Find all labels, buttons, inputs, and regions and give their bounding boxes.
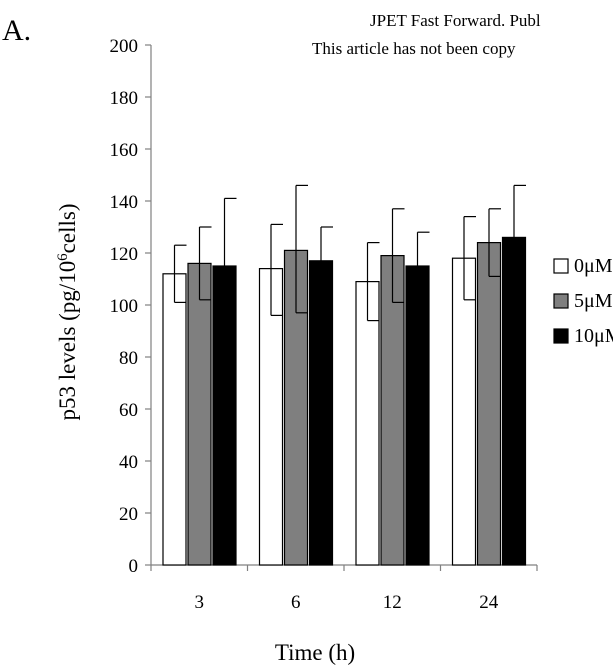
y-tick-label: 200	[110, 36, 139, 57]
bar	[476, 242, 502, 566]
y-tick-label: 0	[129, 556, 139, 577]
y-tick-label: 100	[110, 296, 139, 317]
x-axis: 3 6 12 24	[150, 564, 538, 613]
y-axis-title: p53 levels (pg/106cells)	[55, 203, 80, 420]
y-tick-label: 120	[110, 244, 139, 265]
header-line-2: This article has not been copy	[312, 39, 516, 58]
x-tick-label: 3	[195, 592, 205, 613]
legend-label: 0μM	[574, 255, 613, 277]
y-tick-label: 20	[119, 504, 138, 525]
y-tick-label: 40	[119, 452, 138, 473]
bar	[355, 281, 380, 566]
legend-swatch	[553, 293, 569, 309]
bar	[405, 265, 430, 566]
bar	[212, 265, 237, 566]
bar	[501, 236, 527, 566]
bar	[187, 262, 212, 566]
y-axis: 0 20 40 60 80 100 120 140 160 180 200	[110, 36, 152, 577]
x-tick-label: 24	[479, 592, 499, 613]
legend-swatch	[553, 258, 569, 274]
legend-label: 10μM	[574, 325, 613, 347]
bar	[308, 260, 334, 566]
bar	[162, 273, 187, 566]
y-tick-label: 60	[119, 400, 138, 421]
x-axis-title: Time (h)	[275, 640, 355, 665]
y-tick-label: 80	[119, 348, 138, 369]
bars	[162, 236, 527, 566]
y-axis-title-superscript: 6	[55, 253, 71, 261]
x-tick-label: 6	[291, 592, 301, 613]
y-tick-label: 140	[110, 192, 139, 213]
y-tick-label: 180	[110, 88, 139, 109]
legend-swatch	[553, 328, 569, 344]
y-axis-title-prefix: p53 levels (pg/10	[55, 261, 80, 421]
error-bars	[173, 184, 526, 322]
y-axis-title-suffix: cells)	[55, 203, 80, 253]
y-tick-label: 160	[110, 140, 139, 161]
panel-label: A.	[2, 14, 31, 47]
x-tick-label: 12	[383, 592, 402, 613]
legend-label: 5μM	[574, 290, 613, 312]
legend: 0μM 5μM 10μM	[553, 255, 613, 347]
header-line-1: JPET Fast Forward. Publ	[370, 11, 541, 30]
bar	[451, 257, 477, 566]
